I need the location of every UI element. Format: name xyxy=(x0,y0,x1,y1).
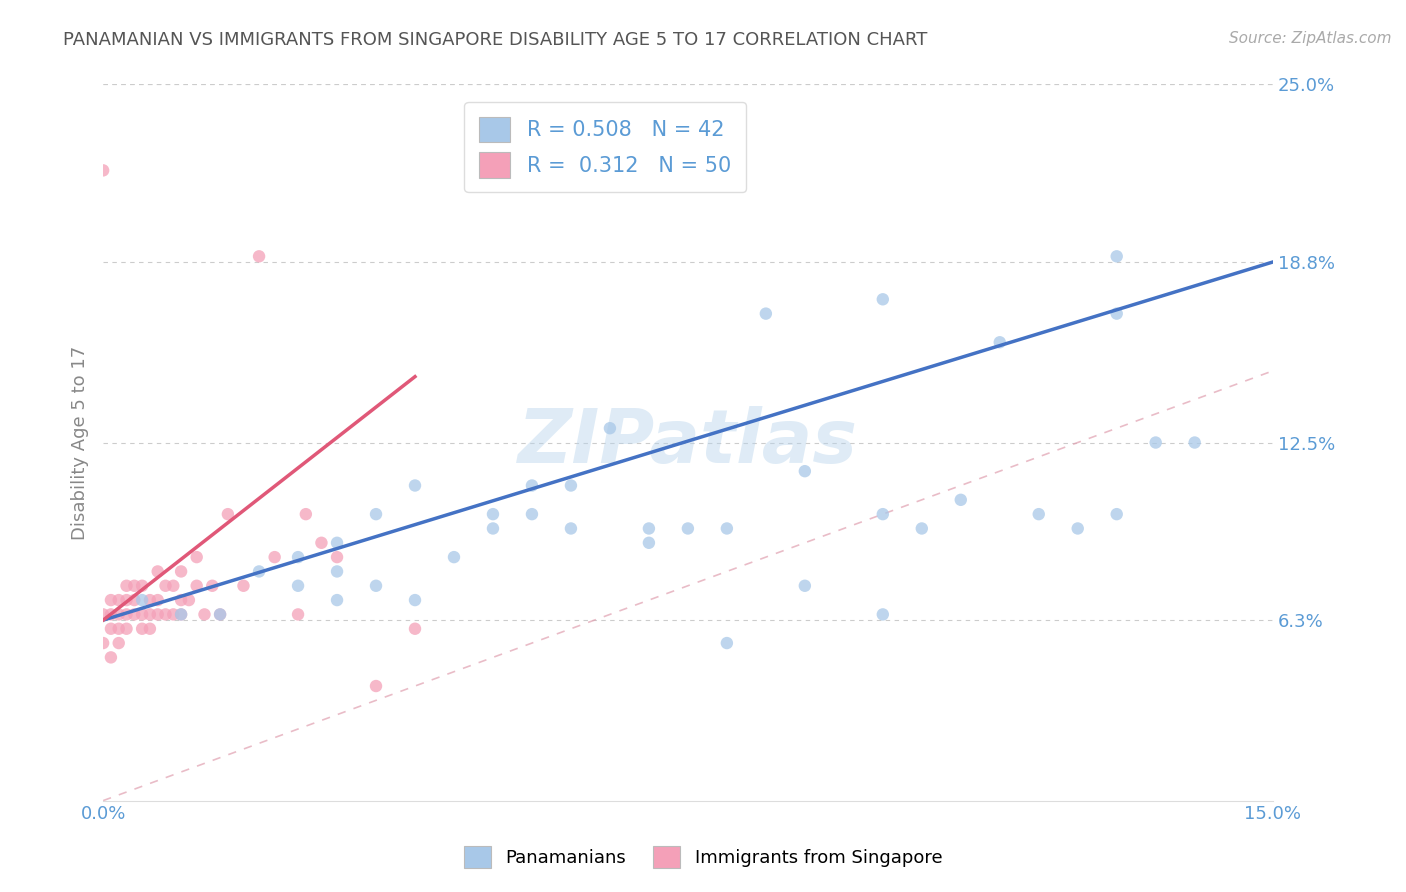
Point xyxy=(115,607,138,622)
Point xyxy=(755,307,778,321)
Point xyxy=(716,521,738,535)
Point xyxy=(139,593,162,607)
Point xyxy=(520,478,543,492)
Point xyxy=(287,607,309,622)
Point xyxy=(793,579,815,593)
Text: Source: ZipAtlas.com: Source: ZipAtlas.com xyxy=(1229,31,1392,46)
Point xyxy=(201,579,224,593)
Legend: Panamanians, Immigrants from Singapore: Panamanians, Immigrants from Singapore xyxy=(453,835,953,879)
Point xyxy=(326,593,349,607)
Point xyxy=(115,622,138,636)
Point xyxy=(131,607,153,622)
Point xyxy=(364,579,387,593)
Point xyxy=(100,607,122,622)
Point xyxy=(124,579,146,593)
Point xyxy=(560,478,582,492)
Point xyxy=(716,636,738,650)
Legend: R = 0.508   N = 42, R =  0.312   N = 50: R = 0.508 N = 42, R = 0.312 N = 50 xyxy=(464,102,745,193)
Point xyxy=(115,593,138,607)
Point xyxy=(872,607,894,622)
Point xyxy=(91,607,114,622)
Point xyxy=(107,607,129,622)
Point xyxy=(295,507,318,521)
Point xyxy=(676,521,699,535)
Text: PANAMANIAN VS IMMIGRANTS FROM SINGAPORE DISABILITY AGE 5 TO 17 CORRELATION CHART: PANAMANIAN VS IMMIGRANTS FROM SINGAPORE … xyxy=(63,31,928,49)
Point xyxy=(186,550,208,565)
Point xyxy=(91,163,114,178)
Point xyxy=(1105,307,1128,321)
Point xyxy=(162,579,184,593)
Point xyxy=(911,521,934,535)
Point xyxy=(162,607,184,622)
Point xyxy=(482,507,505,521)
Point xyxy=(146,593,169,607)
Point xyxy=(100,593,122,607)
Point xyxy=(139,607,162,622)
Point xyxy=(170,593,193,607)
Point xyxy=(124,593,146,607)
Point xyxy=(247,249,270,263)
Point xyxy=(1105,507,1128,521)
Point xyxy=(1067,521,1090,535)
Point xyxy=(217,507,239,521)
Point xyxy=(326,550,349,565)
Point xyxy=(146,565,169,579)
Point xyxy=(404,622,426,636)
Point xyxy=(287,550,309,565)
Point xyxy=(263,550,285,565)
Point xyxy=(247,565,270,579)
Point xyxy=(177,593,200,607)
Point xyxy=(186,579,208,593)
Point xyxy=(404,478,426,492)
Point xyxy=(988,335,1011,350)
Point xyxy=(326,565,349,579)
Point xyxy=(131,579,153,593)
Point xyxy=(193,607,215,622)
Point xyxy=(107,636,129,650)
Point xyxy=(170,565,193,579)
Point xyxy=(364,679,387,693)
Point xyxy=(124,607,146,622)
Point xyxy=(139,622,162,636)
Point xyxy=(170,607,193,622)
Point xyxy=(364,507,387,521)
Point xyxy=(91,636,114,650)
Text: ZIPatlas: ZIPatlas xyxy=(517,406,858,479)
Point xyxy=(209,607,232,622)
Point xyxy=(115,579,138,593)
Point xyxy=(872,293,894,307)
Point xyxy=(155,607,177,622)
Point xyxy=(232,579,254,593)
Point xyxy=(287,579,309,593)
Point xyxy=(311,536,333,550)
Point xyxy=(793,464,815,478)
Point xyxy=(170,607,193,622)
Point xyxy=(949,492,972,507)
Point xyxy=(520,507,543,521)
Point xyxy=(107,593,129,607)
Point xyxy=(155,579,177,593)
Point xyxy=(131,622,153,636)
Point xyxy=(599,421,621,435)
Point xyxy=(131,593,153,607)
Point xyxy=(638,536,661,550)
Point xyxy=(443,550,465,565)
Point xyxy=(326,536,349,550)
Point xyxy=(100,622,122,636)
Point xyxy=(1184,435,1206,450)
Point xyxy=(404,593,426,607)
Y-axis label: Disability Age 5 to 17: Disability Age 5 to 17 xyxy=(72,345,89,540)
Point xyxy=(872,507,894,521)
Point xyxy=(100,650,122,665)
Point xyxy=(107,622,129,636)
Point xyxy=(638,521,661,535)
Point xyxy=(1144,435,1167,450)
Point xyxy=(1105,249,1128,263)
Point xyxy=(146,607,169,622)
Point xyxy=(560,521,582,535)
Point xyxy=(1028,507,1050,521)
Point xyxy=(482,521,505,535)
Point xyxy=(209,607,232,622)
